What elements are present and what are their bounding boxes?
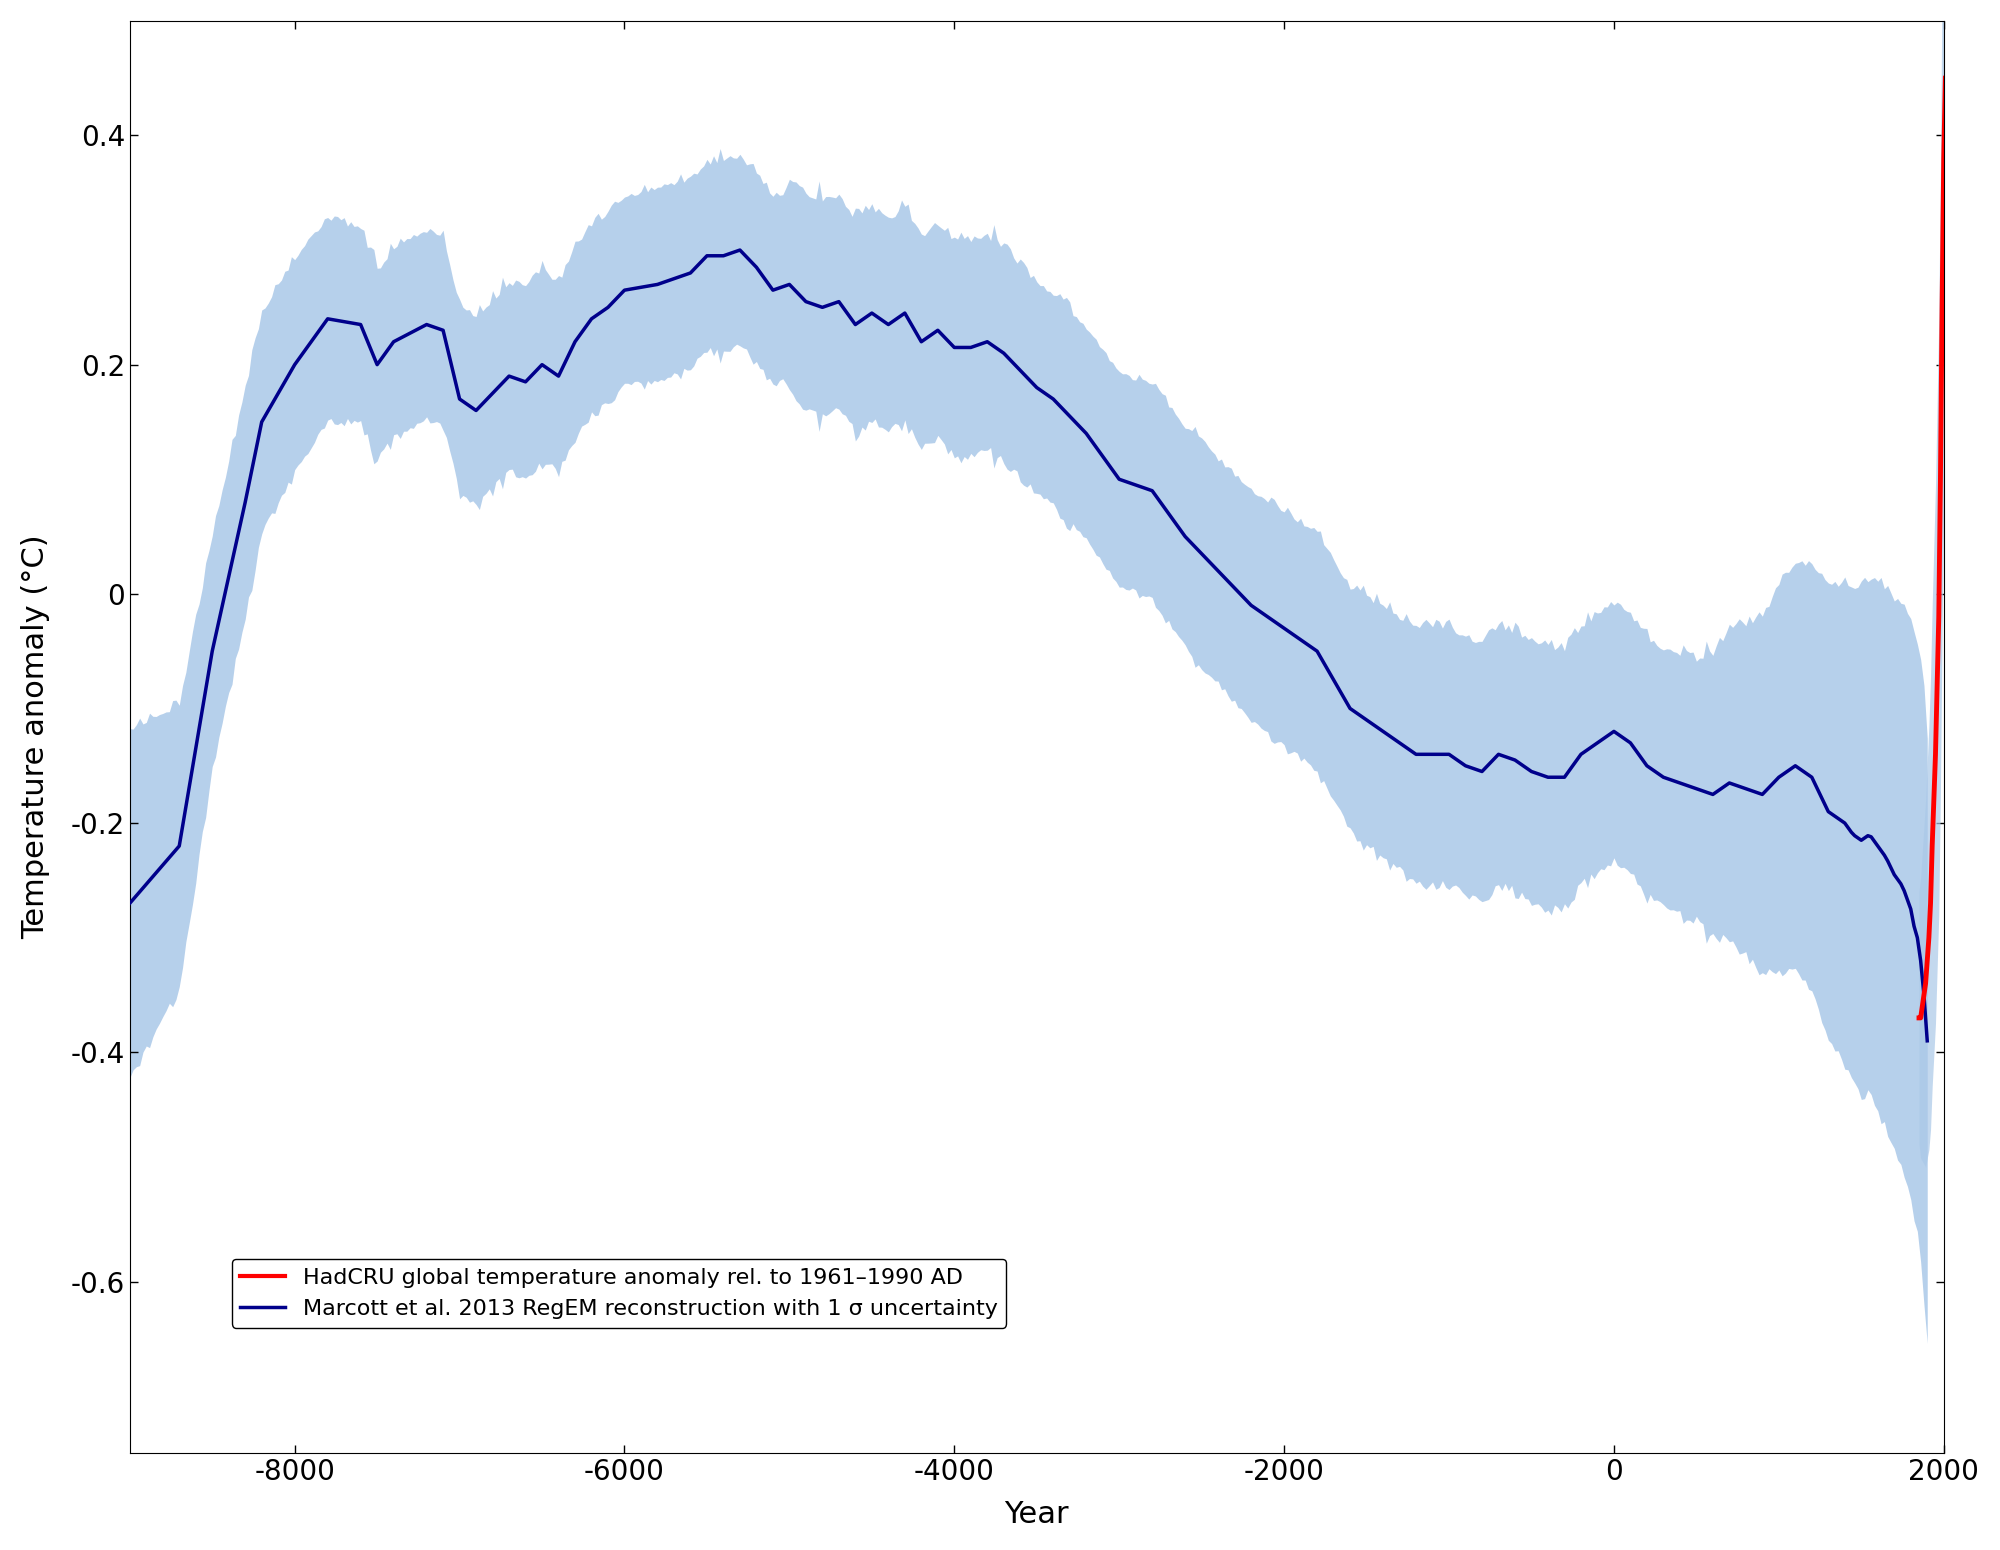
X-axis label: Year: Year: [1004, 1500, 1070, 1530]
Legend: HadCRU global temperature anomaly rel. to 1961–1990 AD, Marcott et al. 2013 RegE: HadCRU global temperature anomaly rel. t…: [232, 1259, 1006, 1328]
Y-axis label: Temperature anomaly (°C): Temperature anomaly (°C): [20, 535, 50, 939]
